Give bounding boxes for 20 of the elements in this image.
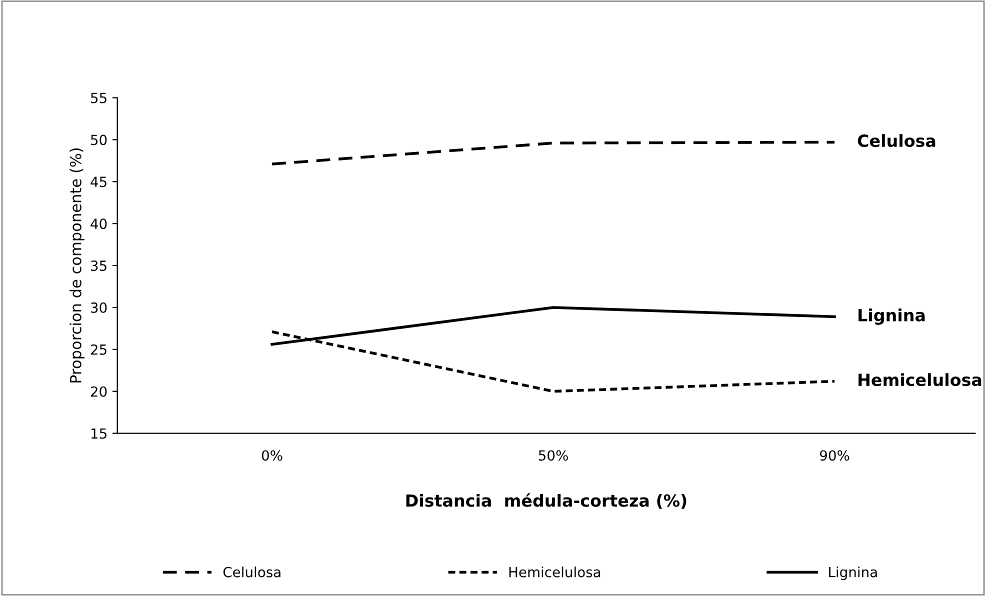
y-tick-label: 35 [90, 260, 106, 271]
x-tick-label: 50% [538, 450, 568, 461]
legend-label: Hemicelulosa [509, 566, 600, 578]
legend-label: Celulosa [223, 566, 280, 578]
y-tick-label: 20 [90, 386, 107, 397]
x-tick-label: 0% [262, 450, 282, 461]
legend-label: Lignina [829, 566, 877, 580]
text: Hemicelulosa [858, 373, 982, 386]
text: Celulosa [858, 134, 936, 148]
y-tick-label: 45 [90, 176, 106, 188]
y-tick-label: 55 [91, 92, 106, 104]
y-tick-label: 30 [90, 302, 107, 313]
y-axis-title: Proporcion de componente (%) [70, 148, 84, 382]
text: Lignina [858, 308, 925, 325]
y-tick-label: 15 [91, 428, 106, 439]
x-tick-label: 90% [820, 450, 850, 461]
y-tick-label: 40 [90, 218, 107, 230]
y-tick-label: 25 [90, 344, 106, 355]
x-axis-title: Distancia médula-corteza (%) [406, 493, 686, 509]
y-tick-label: 50 [91, 134, 107, 146]
